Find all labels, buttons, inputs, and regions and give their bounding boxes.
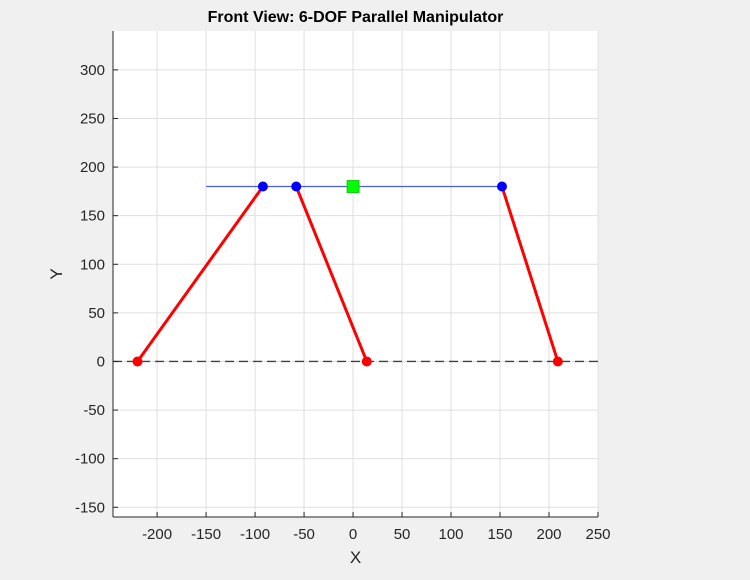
x-axis-label: X <box>350 548 361 567</box>
chart-title: Front View: 6-DOF Parallel Manipulator <box>208 9 504 26</box>
y-tick-label: -150 <box>75 499 105 516</box>
x-tick-label: 100 <box>439 526 464 543</box>
x-tick-label: -200 <box>142 526 172 543</box>
x-tick-label: -100 <box>240 526 270 543</box>
base-joint-point <box>132 356 143 367</box>
x-tick-label: -150 <box>191 526 221 543</box>
base-joint-point <box>361 356 372 367</box>
x-tick-label: 0 <box>349 526 357 543</box>
y-tick-label: 0 <box>97 353 105 370</box>
y-axis-label: Y <box>47 268 66 279</box>
y-tick-label: 50 <box>88 305 105 322</box>
x-tick-label: -50 <box>293 526 315 543</box>
x-tick-label: 250 <box>585 526 610 543</box>
y-tick-label: 250 <box>80 110 105 127</box>
y-tick-label: 100 <box>80 256 105 273</box>
y-tick-label: -50 <box>83 402 105 419</box>
center-point <box>346 180 360 193</box>
y-tick-label: 300 <box>80 62 105 79</box>
leg-line <box>500 185 560 363</box>
data-layer <box>113 180 598 367</box>
base-joint-point <box>552 356 563 367</box>
grid <box>113 31 599 517</box>
leg-line <box>135 185 265 363</box>
x-tick-label: 150 <box>488 526 513 543</box>
platform-joint-point <box>496 181 507 192</box>
x-tick-label: 200 <box>536 526 561 543</box>
leg-line <box>294 185 369 363</box>
x-tick-label: 50 <box>394 526 411 543</box>
y-tick-label: 200 <box>80 159 105 176</box>
platform-joint-point <box>291 181 302 192</box>
y-tick-label: 150 <box>80 208 105 225</box>
axes: -200 -150 -100 -50 0 50 100 150 200 250 -150 -100 -5… <box>75 31 611 543</box>
y-tick-label: -100 <box>75 451 105 468</box>
platform-joint-point <box>257 181 268 192</box>
plot-area <box>113 31 598 517</box>
